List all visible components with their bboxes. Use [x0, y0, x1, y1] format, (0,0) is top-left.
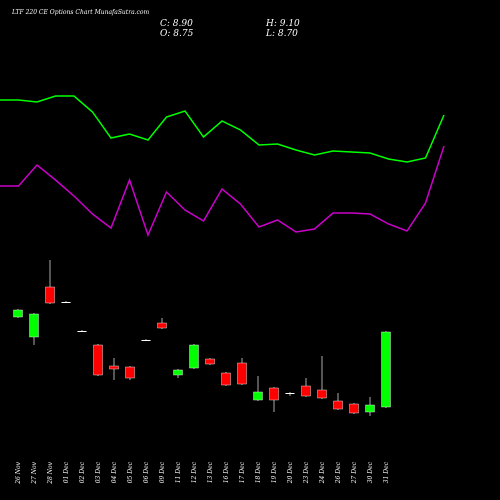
candle-body	[285, 393, 295, 394]
x-tick-label: 02 Dec	[79, 461, 86, 483]
candle-body	[269, 387, 279, 401]
candle-body	[61, 302, 71, 303]
x-tick-label: 09 Dec	[159, 461, 166, 483]
chart-title: LTF 220 CE Options Chart MunafaSutra.com	[11, 9, 150, 16]
candle-body	[237, 362, 247, 385]
candle-body	[157, 322, 167, 329]
x-tick-label: 20 Dec	[287, 461, 294, 484]
candle-body	[333, 400, 343, 410]
candle-body	[13, 309, 23, 318]
candle-body	[93, 344, 103, 376]
open-label: O: 8.75	[160, 29, 194, 39]
high-label: H: 9.10	[265, 19, 300, 29]
candle-body	[45, 286, 55, 304]
x-tick-label: 13 Dec	[207, 461, 214, 483]
x-tick-label: 16 Dec	[223, 461, 230, 483]
candle-body	[349, 403, 359, 414]
candle-body	[29, 313, 39, 338]
candle-body	[221, 372, 231, 386]
x-tick-label: 11 Dec	[175, 461, 182, 483]
indicator-line	[0, 95, 445, 163]
low-label: L: 8.70	[265, 29, 298, 39]
x-tick-label: 18 Dec	[255, 461, 262, 483]
candle-body	[173, 369, 183, 376]
candle-body	[189, 344, 199, 369]
x-tick-label: 23 Dec	[303, 461, 310, 484]
x-tick-label: 24 Dec	[319, 461, 326, 484]
candle-body	[141, 340, 151, 341]
candle-body	[253, 391, 263, 401]
x-tick-label: 01 Dec	[63, 461, 70, 483]
x-tick-label: 06 Dec	[143, 461, 150, 483]
x-tick-label: 17 Dec	[239, 461, 246, 483]
candle-body	[365, 404, 375, 413]
x-tick-label: 04 Dec	[111, 461, 118, 483]
candle-body	[109, 365, 119, 370]
candle-body	[381, 331, 391, 408]
x-tick-label: 27 Nov	[31, 461, 38, 484]
x-tick-label: 26 Nov	[15, 461, 22, 484]
x-tick-label: 05 Dec	[127, 461, 134, 483]
x-tick-label: 12 Dec	[191, 461, 198, 483]
candle-body	[205, 358, 215, 365]
x-tick-label: 31 Dec	[383, 461, 390, 483]
x-tick-label: 27 Dec	[351, 461, 358, 484]
x-tick-label: 03 Dec	[95, 461, 102, 483]
candle-body	[77, 331, 87, 332]
candle-body	[301, 385, 311, 397]
candle-body	[125, 366, 135, 379]
x-tick-label: 26 Dec	[335, 461, 342, 484]
x-tick-label: 28 Nov	[47, 461, 54, 484]
x-tick-label: 30 Dec	[367, 461, 374, 483]
indicator-line	[0, 145, 445, 238]
candle-body	[317, 389, 327, 399]
close-label: C: 8.90	[160, 19, 193, 29]
x-tick-label: 19 Dec	[271, 461, 278, 483]
